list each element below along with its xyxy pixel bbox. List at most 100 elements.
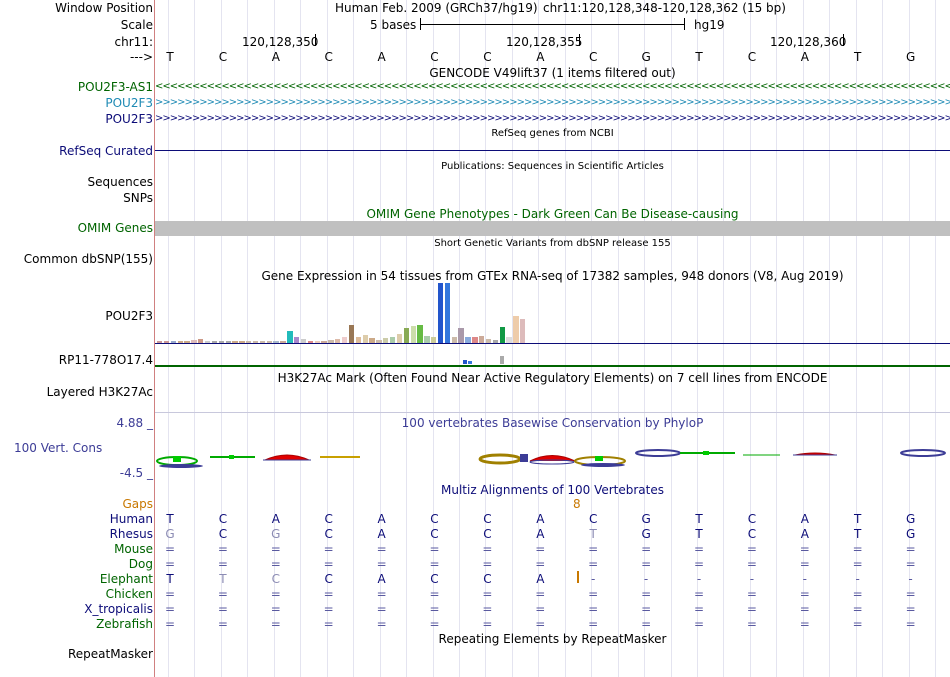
gtex-tissue-bar[interactable]	[431, 337, 437, 343]
gtex-tissue-bar[interactable]	[342, 337, 348, 343]
gtex-tissue-bar[interactable]	[287, 331, 293, 343]
gtex-tissue-bar[interactable]	[424, 335, 430, 343]
omim-track-title[interactable]: OMIM Gene Phenotypes - Dark Green Can Be…	[366, 207, 739, 221]
gtex-tissue-bar[interactable]	[307, 341, 314, 343]
gtex-tissue-bar[interactable]	[198, 339, 204, 343]
gaps-label[interactable]: Gaps	[122, 497, 153, 511]
repeatmasker-track-title[interactable]: Repeating Elements by RepeatMasker	[438, 632, 667, 646]
gene-feature-pou2f3-alt[interactable]: >>>>>>>>>>>>>>>>>>>>>>>>>>>>>>>>>>>>>>>>…	[155, 113, 950, 124]
gtex-tissue-bar[interactable]	[396, 334, 403, 343]
phylop-conservation-glyphs[interactable]	[155, 444, 950, 474]
gene-feature-pou2f3-as1[interactable]: <<<<<<<<<<<<<<<<<<<<<<<<<<<<<<<<<<<<<<<<…	[155, 81, 950, 92]
gtex-tissue-bar[interactable]	[321, 341, 327, 343]
gtex-tissue-bar[interactable]	[163, 341, 170, 343]
refseq-track-label[interactable]: RefSeq Curated	[59, 144, 153, 158]
omim-phenotype-bar[interactable]	[155, 221, 950, 236]
gtex-tissue-bar[interactable]	[479, 335, 485, 343]
gtex-tissue-bar[interactable]	[465, 337, 471, 343]
refseq-gene-line[interactable]	[155, 150, 950, 151]
species-label[interactable]: Elephant	[99, 572, 153, 586]
dbsnp-track-label[interactable]: Common dbSNP(155)	[23, 252, 153, 266]
species-label[interactable]: Dog	[128, 557, 153, 571]
gtex-gene-line[interactable]	[155, 343, 950, 344]
species-label[interactable]: Human	[109, 512, 153, 526]
gtex-tissue-bar[interactable]	[184, 341, 190, 343]
gtex-tissue-bar[interactable]	[513, 316, 519, 343]
alignment-base: =	[905, 602, 916, 616]
gtex-tissue-bar[interactable]	[355, 337, 362, 343]
species-label[interactable]: X_tropicalis	[84, 602, 153, 616]
gtex-tissue-bar[interactable]	[259, 341, 266, 343]
gtex-tissue-bar[interactable]	[376, 340, 382, 343]
rp11-gene-line[interactable]	[155, 365, 950, 367]
gtex-tissue-bar[interactable]	[492, 340, 499, 343]
dbsnp-track-title[interactable]: Short Genetic Variants from dbSNP releas…	[434, 238, 671, 249]
species-label[interactable]: Chicken	[105, 587, 153, 601]
gtex-tissue-bar[interactable]	[328, 340, 334, 343]
gtex-track-label-2[interactable]: RP11-778O17.4	[58, 353, 153, 367]
gtex-tissue-bar[interactable]	[177, 341, 183, 343]
gtex-track-title[interactable]: Gene Expression in 54 tissues from GTEx …	[261, 269, 844, 283]
gtex-tissue-bar[interactable]	[348, 325, 355, 343]
gtex-tissue-bar[interactable]	[362, 334, 368, 343]
gencode-gene-label-pou2f3[interactable]: POU2F3	[105, 96, 153, 110]
gene-feature-pou2f3[interactable]: >>>>>>>>>>>>>>>>>>>>>>>>>>>>>>>>>>>>>>>>…	[155, 97, 950, 108]
reference-base: C	[483, 50, 492, 64]
gtex-tissue-bar[interactable]	[369, 338, 375, 343]
gtex-tissue-bar[interactable]	[232, 341, 238, 343]
h3k27ac-track-label[interactable]: Layered H3K27Ac	[46, 385, 153, 399]
gtex-tissue-bar[interactable]	[485, 339, 492, 343]
gtex-tissue-bar[interactable]	[451, 337, 457, 343]
gtex-tissue-bar[interactable]	[170, 341, 177, 343]
gtex-tissue-bar[interactable]	[335, 339, 341, 343]
species-label[interactable]: Rhesus	[109, 527, 153, 541]
gtex-track-label[interactable]: POU2F3	[105, 309, 153, 323]
gtex-tissue-bar[interactable]	[211, 341, 218, 343]
gtex-tissue-bar[interactable]	[458, 328, 464, 343]
gtex-tissue-bar[interactable]	[266, 341, 272, 343]
gencode-track-title[interactable]: GENCODE V49lift37 (1 items filtered out)	[429, 66, 676, 80]
gtex-tissue-bar[interactable]	[472, 337, 478, 343]
gtex-tissue-bar[interactable]	[239, 341, 245, 343]
alignment-base: =	[905, 617, 916, 631]
gencode-gene-label-pou2f3-alt[interactable]: POU2F3	[105, 112, 153, 126]
gtex-tissue-bar[interactable]	[246, 341, 252, 343]
gtex-tissue-bar[interactable]	[294, 337, 300, 343]
gtex-tissue-bar[interactable]	[417, 325, 423, 343]
omim-track-label[interactable]: OMIM Genes	[77, 221, 153, 235]
gtex-tissue-bar[interactable]	[300, 339, 307, 343]
gtex-tissue-bar[interactable]	[280, 341, 286, 343]
gtex-tissue-bar[interactable]	[506, 337, 512, 343]
publications-label-snps[interactable]: SNPs	[123, 191, 153, 205]
gtex-tissue-bar[interactable]	[225, 341, 231, 343]
gtex-tissue-bar[interactable]	[410, 326, 416, 343]
gtex-tissue-bar[interactable]	[437, 283, 444, 343]
species-label[interactable]: Mouse	[114, 542, 153, 556]
h3k27ac-track-title[interactable]: H3K27Ac Mark (Often Found Near Active Re…	[277, 371, 828, 385]
gencode-gene-label-pou2f3-as1[interactable]: POU2F3-AS1	[77, 80, 153, 94]
gtex-tissue-bar[interactable]	[204, 341, 211, 343]
multiz-track-title[interactable]: Multiz Alignments of 100 Vertebrates	[440, 483, 665, 497]
gtex-tissue-bar[interactable]	[403, 328, 409, 343]
gtex-tissue-bar[interactable]	[383, 337, 389, 343]
gtex-tissue-bar[interactable]	[157, 341, 163, 343]
gtex-tissue-bar[interactable]	[218, 341, 224, 343]
refseq-track-title[interactable]: RefSeq genes from NCBI	[491, 128, 614, 139]
gtex-tissue-bar[interactable]	[191, 340, 197, 343]
gtex-tissue-bar[interactable]	[314, 340, 320, 343]
gtex-tissue-bar[interactable]	[273, 341, 279, 343]
gtex-tissue-bar[interactable]	[520, 319, 526, 343]
gtex-tissue-bar[interactable]	[499, 327, 505, 343]
gtex-tissue-bar[interactable]	[389, 337, 396, 343]
phylop-track-label[interactable]: 100 Vert. Cons	[14, 441, 103, 455]
phylop-track-title[interactable]: 100 vertebrates Basewise Conservation by…	[401, 416, 704, 430]
gtex-mini-bar[interactable]	[463, 360, 467, 364]
species-label[interactable]: Zebrafish	[96, 617, 153, 631]
publications-label-sequences[interactable]: Sequences	[87, 175, 153, 189]
publications-track-title[interactable]: Publications: Sequences in Scientific Ar…	[441, 161, 664, 172]
gtex-tissue-bar[interactable]	[252, 341, 259, 343]
gtex-mini-bar[interactable]	[468, 361, 472, 364]
repeatmasker-track-label[interactable]: RepeatMasker	[67, 647, 153, 661]
gtex-tissue-bar[interactable]	[444, 283, 451, 343]
gtex-mini-bar[interactable]	[500, 356, 504, 364]
